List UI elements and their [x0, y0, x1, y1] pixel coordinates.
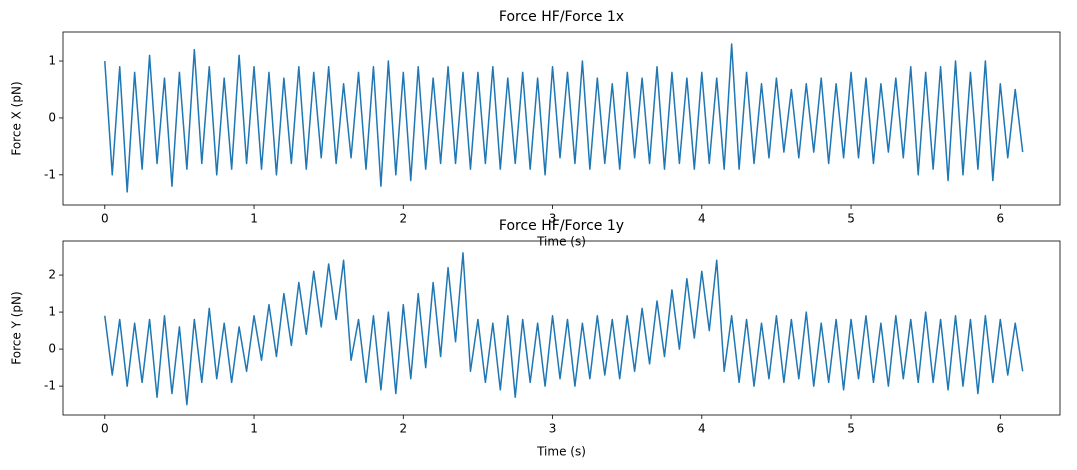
y-tick-label: 2	[48, 268, 56, 282]
x-tick-label: 3	[549, 422, 557, 436]
x-tick-label: 6	[996, 422, 1004, 436]
x-tick-label: 5	[847, 212, 855, 226]
y-tick-label: 1	[48, 54, 56, 68]
x-tick-label: 0	[101, 422, 109, 436]
axes-frame	[62, 31, 1061, 206]
y-axis-label: Force X (pN)	[10, 81, 24, 155]
y-tick-label: -1	[44, 167, 56, 181]
data-line	[104, 43, 1024, 193]
y-tick-label: 1	[48, 305, 56, 319]
chart-title: Force HF/Force 1x	[499, 9, 624, 25]
y-tick-label: -1	[44, 379, 56, 393]
chart-title: Force HF/Force 1y	[499, 218, 624, 234]
x-axis-label: Time (s)	[536, 235, 586, 249]
x-tick-label: 2	[399, 422, 407, 436]
y-axis-label: Force Y (pN)	[10, 291, 24, 364]
axes-frame	[62, 240, 1061, 416]
x-tick-label: 2	[399, 212, 407, 226]
x-tick-label: 0	[101, 212, 109, 226]
x-axis-label: Time (s)	[536, 445, 586, 459]
x-tick-label: 1	[250, 422, 258, 436]
x-tick-label: 6	[996, 212, 1004, 226]
y-tick-label: 0	[48, 110, 56, 124]
x-tick-label: 4	[698, 212, 706, 226]
x-tick-label: 1	[250, 212, 258, 226]
y-tick-label: 0	[48, 342, 56, 356]
data-line	[104, 252, 1024, 406]
x-tick-label: 4	[698, 422, 706, 436]
x-tick-label: 5	[847, 422, 855, 436]
x-tick-label: 3	[549, 212, 557, 226]
